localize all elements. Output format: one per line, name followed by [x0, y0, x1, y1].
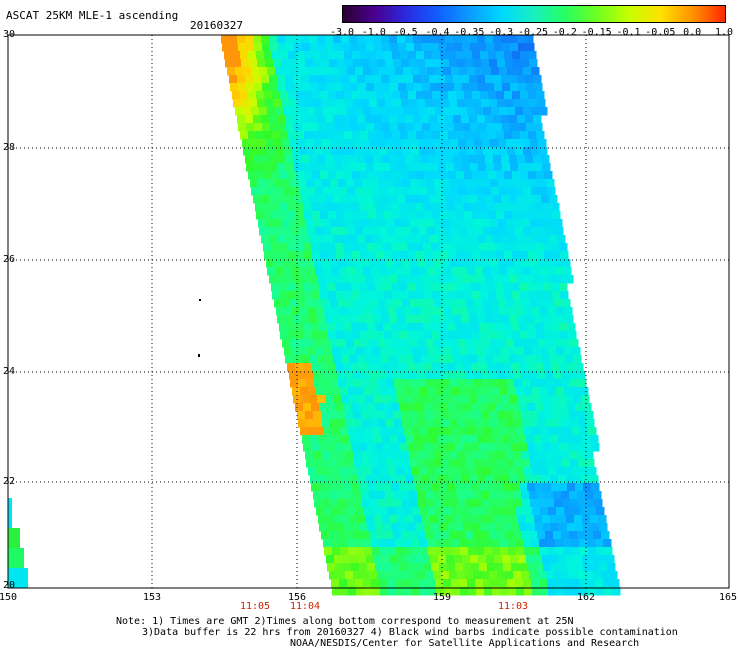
wind-barb-mark — [199, 299, 201, 301]
colorbar-tick-label: -3.0 — [329, 27, 355, 38]
map-title: ASCAT 25KM MLE-1 ascending — [6, 9, 179, 22]
left-swath-strip — [8, 498, 28, 588]
map-date: 20160327 — [190, 19, 243, 32]
time-label: 11:05 — [239, 601, 271, 612]
time-label: 11:04 — [289, 601, 321, 612]
colorbar-tick-label: 0.0 — [683, 27, 702, 38]
lat-label-24: 24 — [3, 366, 16, 377]
plot-frame — [7, 34, 730, 589]
lon-label-150: 150 — [0, 592, 18, 603]
lon-label-153: 153 — [142, 592, 162, 603]
time-label: 11:03 — [497, 601, 529, 612]
colorbar-tick-label: -0.2 — [552, 27, 577, 38]
colorbar-tick-label: -0.4 — [425, 27, 450, 38]
lon-label-156: 156 — [287, 592, 307, 603]
colorbar-tick-label: 1.0 — [714, 27, 734, 38]
lat-label-26: 26 — [3, 254, 16, 265]
lon-label-159: 159 — [432, 592, 452, 603]
colorbar — [342, 5, 726, 23]
colorbar-tick-label: -0.5 — [393, 27, 418, 38]
lat-label-28: 28 — [3, 142, 16, 153]
colorbar-tick-label: -1.0 — [361, 27, 386, 38]
lon-label-162: 162 — [576, 592, 596, 603]
swath-data — [221, 35, 621, 596]
colorbar-tick-label: -0.05 — [645, 27, 676, 38]
note-line-2: 3)Data buffer is 22 hrs from 20160327 4)… — [142, 627, 678, 638]
grid-lines — [8, 35, 729, 588]
colorbar-tick-label: -0.35 — [454, 27, 485, 38]
lat-label-22: 22 — [3, 476, 16, 487]
colorbar-tick-label: -0.25 — [517, 27, 549, 38]
colorbar-tick-label: -0.15 — [581, 27, 612, 38]
lon-label-165: 165 — [718, 592, 738, 603]
lat-label-20: 20 — [3, 580, 16, 591]
note-line-1: Note: 1) Times are GMT 2)Times along bot… — [116, 616, 574, 627]
colorbar-tick-label: -0.1 — [616, 27, 641, 38]
note-line-3: NOAA/NESDIS/Center for Satellite Applica… — [290, 638, 640, 649]
wind-barb-mark — [198, 354, 200, 357]
lat-label-30: 30 — [3, 29, 16, 40]
colorbar-tick-label: -0.3 — [489, 27, 514, 38]
